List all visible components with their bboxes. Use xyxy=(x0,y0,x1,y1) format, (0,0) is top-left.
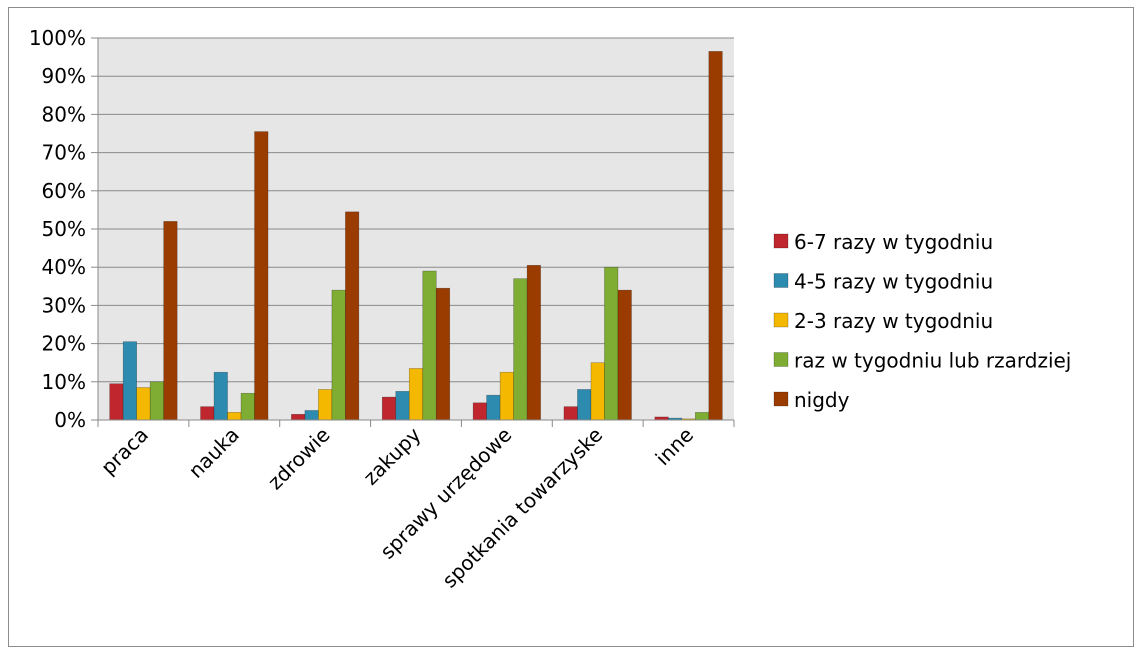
legend-label: 4-5 razy w tygodniu xyxy=(794,270,993,294)
y-tick-label: 0% xyxy=(54,408,86,432)
y-tick-label: 50% xyxy=(42,217,86,241)
y-tick-label: 80% xyxy=(42,102,86,126)
bar xyxy=(472,402,487,421)
y-tick-label: 90% xyxy=(42,64,86,88)
bar xyxy=(435,287,451,421)
bar xyxy=(499,371,514,421)
bar xyxy=(240,392,255,421)
y-axis: 0% 10% 20% 30% 40% 50% 60% 70% 80% 90% 100% xyxy=(29,26,99,432)
bar xyxy=(304,410,319,421)
legend-label: 2-3 razy w tygodniu xyxy=(794,309,993,333)
legend-swatch xyxy=(773,312,789,328)
bar xyxy=(604,266,619,421)
legend-swatch xyxy=(773,233,789,249)
legend-swatch xyxy=(773,391,789,407)
legend-label: raz w tygodniu lub rzardziej xyxy=(794,349,1071,373)
x-tick-label: inne xyxy=(651,423,699,471)
legend: 6-7 razy w tygodniu 4-5 razy w tygodniu 2-… xyxy=(773,230,1071,412)
bar xyxy=(345,211,360,421)
bar xyxy=(695,412,710,421)
bar xyxy=(331,289,346,421)
bar xyxy=(422,270,437,421)
bar xyxy=(254,131,269,421)
y-tick-label: 60% xyxy=(42,179,86,203)
x-tick-label: praca xyxy=(96,423,153,480)
bar xyxy=(395,391,410,421)
y-tick-label: 100% xyxy=(29,26,86,50)
bars xyxy=(109,51,723,421)
bar xyxy=(381,396,397,421)
bar xyxy=(708,51,723,421)
bar xyxy=(163,221,178,421)
y-tick-label: 20% xyxy=(42,332,86,356)
x-tick-label: spotkania towarzyske xyxy=(437,423,607,593)
legend-label: nigdy xyxy=(794,388,850,412)
y-tick-label: 10% xyxy=(42,370,86,394)
bar xyxy=(213,371,228,421)
y-tick-label: 40% xyxy=(42,255,86,279)
bar xyxy=(526,264,541,421)
legend-label: 6-7 razy w tygodniu xyxy=(794,230,993,254)
y-tick-label: 70% xyxy=(42,141,86,165)
bar xyxy=(227,412,242,421)
bar xyxy=(109,383,124,421)
bar xyxy=(149,381,164,421)
bar xyxy=(577,389,592,421)
bar xyxy=(122,341,137,421)
bar xyxy=(513,278,528,421)
bar xyxy=(590,362,605,421)
bar xyxy=(408,368,424,421)
x-tick-label: nauka xyxy=(184,423,244,483)
x-tick-label: zdrowie xyxy=(263,423,335,495)
bar xyxy=(136,387,151,421)
bar xyxy=(200,406,215,421)
y-tick-label: 30% xyxy=(42,293,86,317)
bar xyxy=(318,389,333,421)
bar xyxy=(291,413,306,421)
bar xyxy=(563,406,578,421)
x-tick-label: zakupy xyxy=(358,422,425,489)
bar xyxy=(617,289,632,421)
legend-swatch xyxy=(773,352,789,367)
legend-swatch xyxy=(773,273,789,288)
bar xyxy=(486,394,501,421)
